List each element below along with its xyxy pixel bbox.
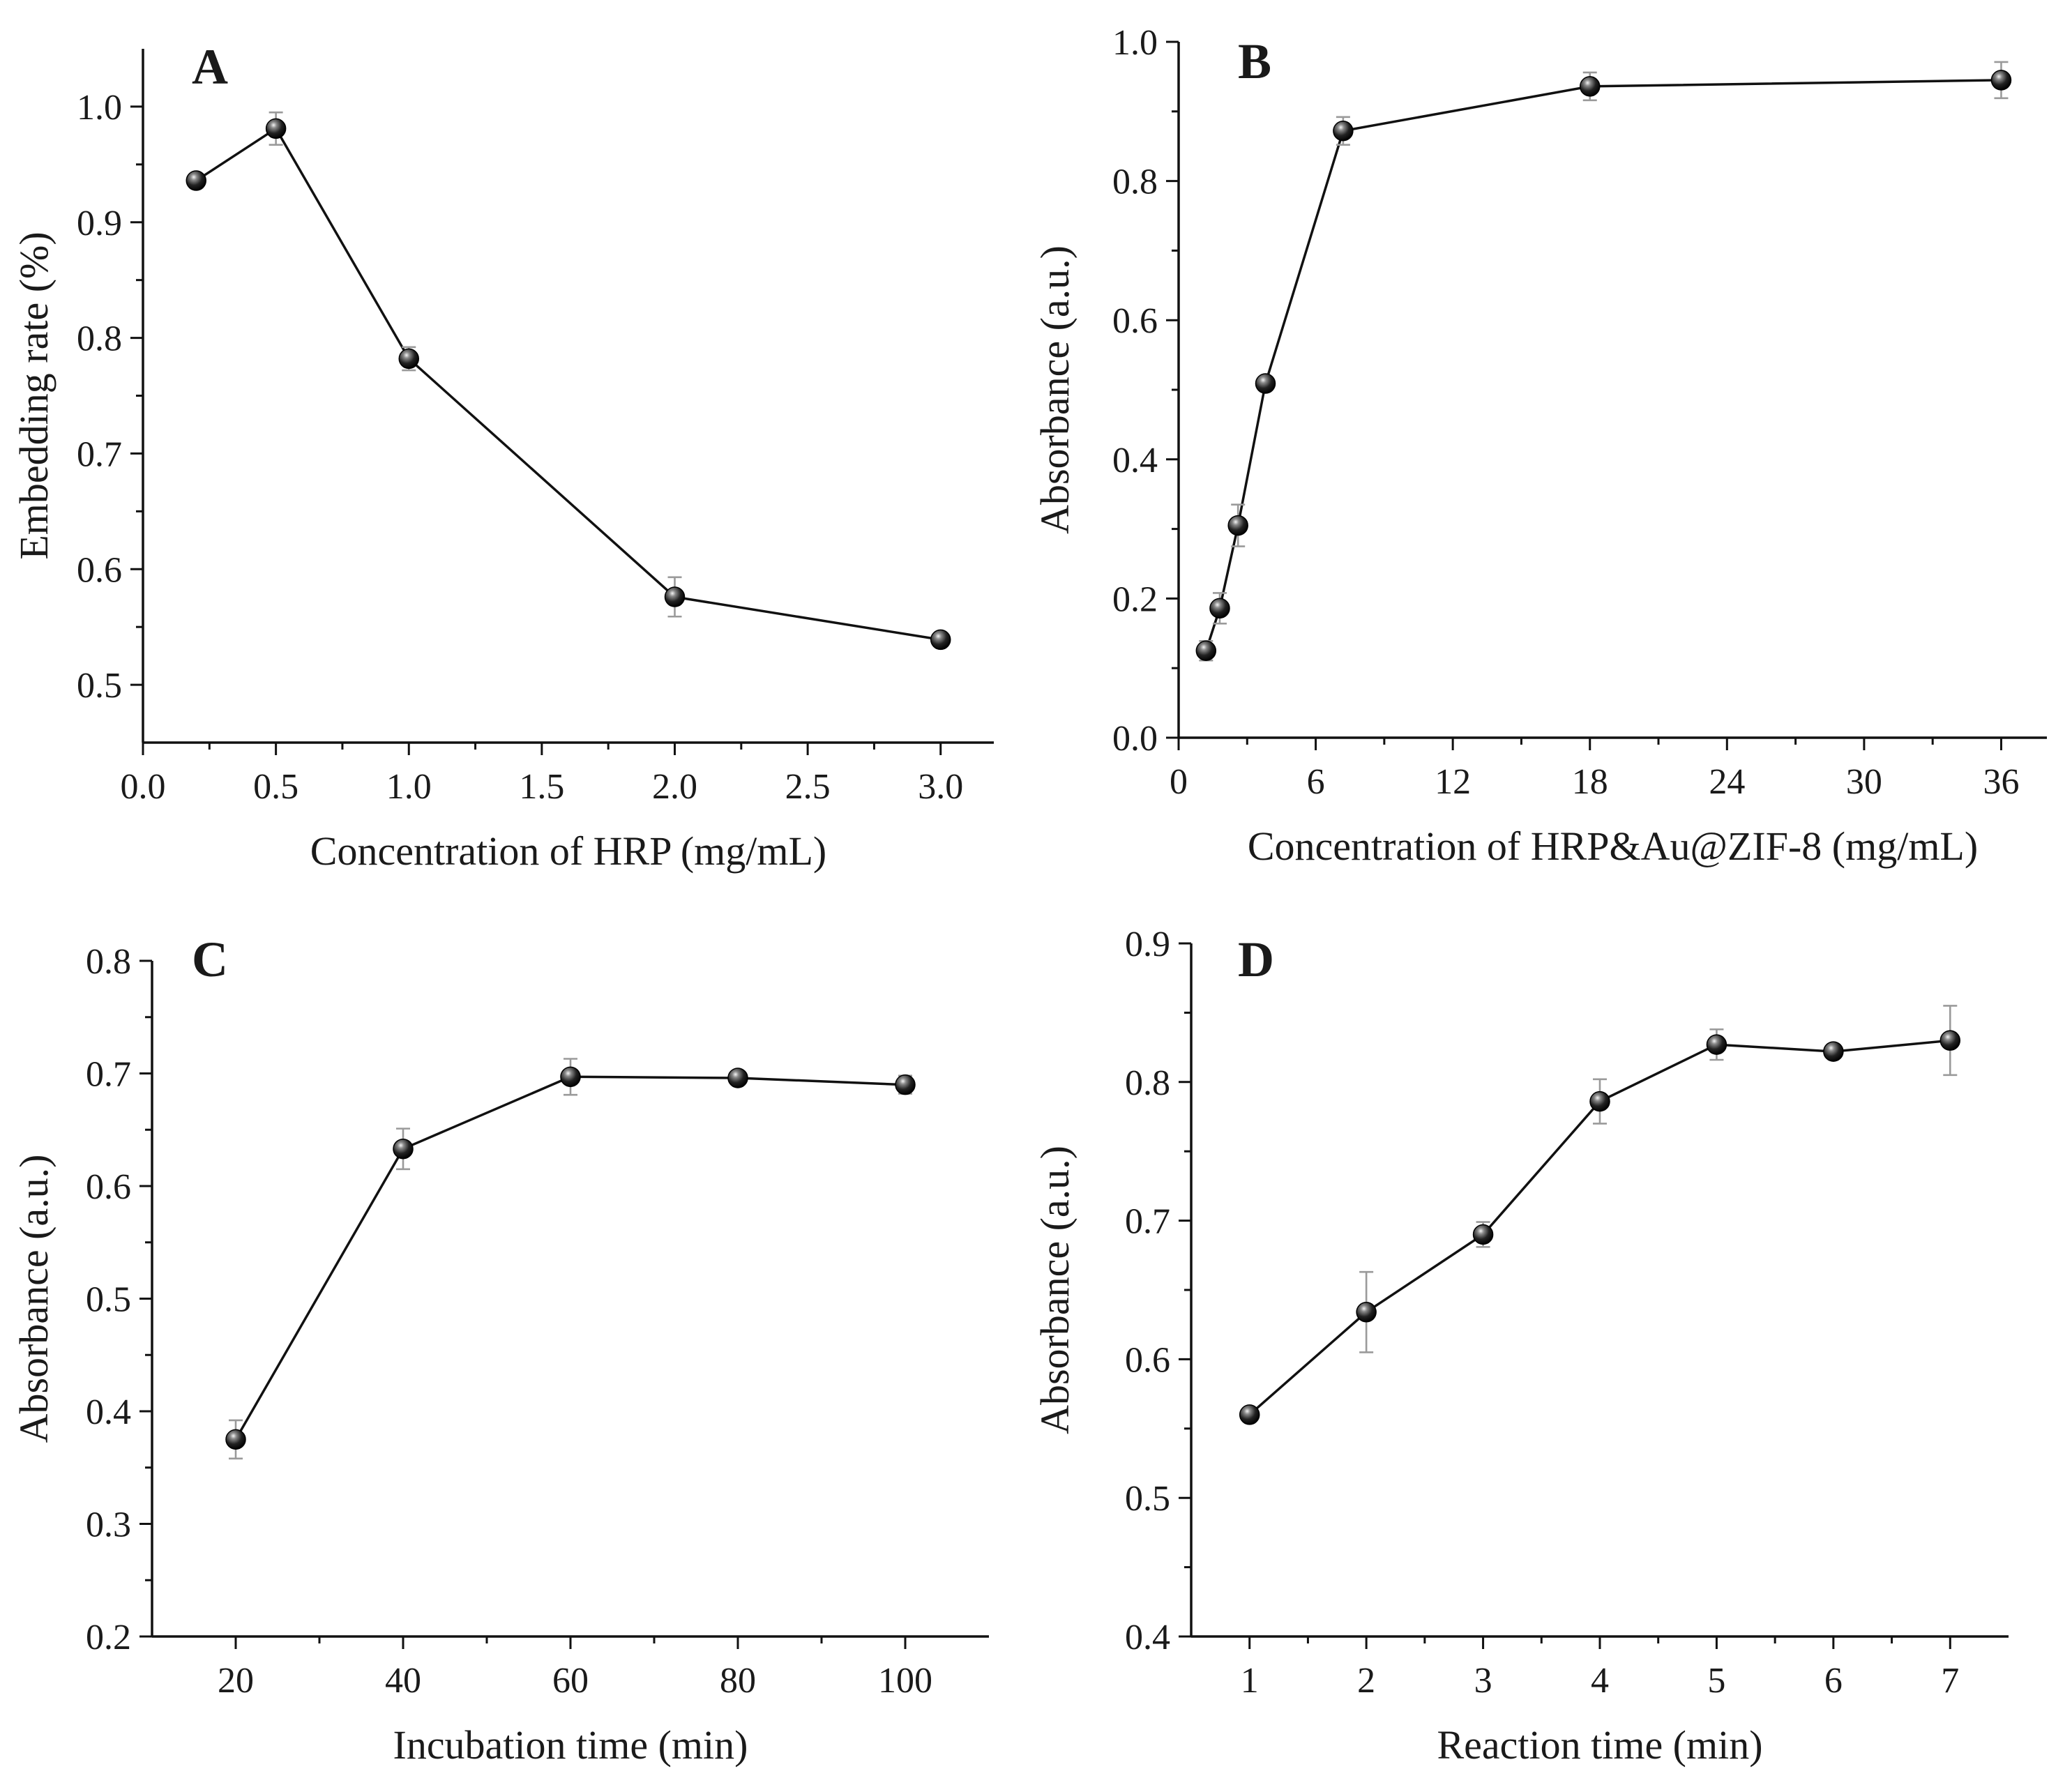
y-axis-title-a: Embedding rate (%) xyxy=(11,231,56,559)
x-axis-title-d: Reaction time (min) xyxy=(1437,1722,1762,1768)
data-point-c xyxy=(393,1138,414,1160)
y-tick-label-c: 0.8 xyxy=(86,942,131,982)
data-point-b xyxy=(1227,515,1248,536)
y-tick-label-a: 0.8 xyxy=(77,319,122,359)
x-tick-label-d: 6 xyxy=(1824,1661,1843,1701)
y-tick-label-c: 0.3 xyxy=(86,1505,131,1545)
y-tick-label-c: 0.6 xyxy=(86,1167,131,1207)
x-tick-label-a: 0.0 xyxy=(121,767,166,807)
x-tick-label-b: 0 xyxy=(1170,762,1188,802)
x-tick-label-b: 36 xyxy=(1983,762,2019,802)
x-tick-label-b: 12 xyxy=(1435,762,1471,802)
y-tick-label-d: 0.4 xyxy=(1125,1618,1170,1657)
data-point-a xyxy=(398,348,419,370)
x-tick-label-b: 18 xyxy=(1572,762,1608,802)
y-tick-label-a: 0.6 xyxy=(77,550,122,590)
y-tick-label-b: 0.2 xyxy=(1112,579,1158,619)
x-tick-label-c: 40 xyxy=(385,1661,421,1701)
x-tick-label-d: 1 xyxy=(1241,1661,1259,1701)
x-axis-title-c: Incubation time (min) xyxy=(393,1722,748,1768)
x-tick-label-c: 80 xyxy=(720,1661,756,1701)
x-tick-label-d: 2 xyxy=(1357,1661,1375,1701)
y-tick-label-c: 0.2 xyxy=(86,1618,131,1657)
x-tick-label-a: 1.5 xyxy=(519,767,564,807)
data-point-a xyxy=(930,629,951,651)
x-tick-label-b: 24 xyxy=(1709,762,1745,802)
panel-letter-d: D xyxy=(1238,932,1274,987)
y-tick-label-d: 0.8 xyxy=(1125,1063,1170,1103)
x-tick-label-c: 20 xyxy=(218,1661,254,1701)
data-point-d xyxy=(1472,1224,1494,1245)
data-point-d xyxy=(1239,1404,1260,1425)
y-tick-label-b: 0.0 xyxy=(1112,719,1158,759)
x-axis-title-b: Concentration of HRP&Au@ZIF-8 (mg/mL) xyxy=(1248,823,1978,869)
data-point-c xyxy=(727,1068,748,1088)
data-point-d xyxy=(1706,1034,1727,1055)
panel-b: 0 6 12 18 24 30 36 0.0 0.2 0.4 0.6 0.8 1.0 Concentrat… xyxy=(1032,23,2047,869)
y-tick-label-a: 1.0 xyxy=(77,88,122,128)
x-tick-label-d: 5 xyxy=(1707,1661,1725,1701)
series-line-b xyxy=(1204,79,2002,651)
x-tick-label-a: 1.0 xyxy=(386,767,432,807)
y-tick-label-d: 0.5 xyxy=(1125,1479,1170,1519)
data-point-b xyxy=(1255,373,1276,394)
y-tick-label-c: 0.4 xyxy=(86,1392,131,1432)
data-point-d xyxy=(1356,1302,1377,1323)
data-point-b xyxy=(1195,640,1217,661)
y-tick-label-c: 0.7 xyxy=(86,1055,131,1095)
data-point-d xyxy=(1939,1030,1961,1051)
x-tick-label-b: 6 xyxy=(1307,762,1325,802)
x-tick-label-b: 30 xyxy=(1846,762,1882,802)
series-line-a xyxy=(195,126,942,641)
y-tick-label-b: 0.4 xyxy=(1112,441,1158,480)
y-tick-label-a: 0.5 xyxy=(77,666,122,706)
x-tick-label-d: 7 xyxy=(1941,1661,1959,1701)
panel-c: 20 40 60 80 100 0.2 0.3 0.4 0.5 0.6 0.7 0.8 Incubati… xyxy=(11,932,989,1768)
x-tick-label-c: 60 xyxy=(552,1661,589,1701)
y-axis-title-b: Absorbance (a.u.) xyxy=(1032,245,1077,534)
data-point-b xyxy=(1579,76,1601,97)
y-tick-label-c: 0.5 xyxy=(86,1280,131,1320)
series-line-c xyxy=(234,1075,906,1441)
data-point-c xyxy=(225,1429,246,1450)
y-tick-label-d: 0.6 xyxy=(1125,1340,1170,1380)
y-axis-title-d: Absorbance (a.u.) xyxy=(1032,1146,1077,1434)
panel-letter-b: B xyxy=(1238,33,1271,89)
data-point-b xyxy=(1333,120,1354,142)
data-point-d xyxy=(1589,1091,1610,1112)
data-point-d xyxy=(1823,1041,1844,1062)
data-point-a xyxy=(186,170,206,191)
data-point-a xyxy=(664,586,686,607)
panel-letter-c: C xyxy=(192,932,228,987)
y-tick-label-b: 0.6 xyxy=(1112,301,1158,341)
x-tick-label-a: 2.0 xyxy=(652,767,697,807)
x-tick-label-a: 0.5 xyxy=(253,767,298,807)
panel-letter-a: A xyxy=(192,39,228,95)
x-axis-title-a: Concentration of HRP (mg/mL) xyxy=(310,828,826,874)
data-point-b xyxy=(1990,70,2012,91)
x-tick-label-d: 4 xyxy=(1591,1661,1609,1701)
y-tick-label-b: 0.8 xyxy=(1112,162,1158,202)
panel-d: 1 2 3 4 5 6 7 0.4 0.5 0.6 0.7 0.8 0.9 Reaction time (… xyxy=(1032,925,2009,1768)
x-tick-label-a: 2.5 xyxy=(785,767,831,807)
data-point-c xyxy=(560,1066,581,1088)
y-tick-label-b: 1.0 xyxy=(1112,23,1158,63)
data-point-c xyxy=(895,1074,916,1095)
y-axis-title-c: Absorbance (a.u.) xyxy=(11,1155,56,1443)
data-point-b xyxy=(1209,598,1230,619)
y-tick-label-d: 0.7 xyxy=(1125,1202,1170,1242)
data-point-a xyxy=(265,118,287,139)
y-tick-label-d: 0.9 xyxy=(1125,925,1170,964)
panel-a: 0.0 0.5 1.0 1.5 2.0 2.5 3.0 0.5 0.6 0.7 0.8 0.9 1.0 C… xyxy=(11,39,994,874)
y-tick-label-a: 0.7 xyxy=(77,434,122,474)
x-tick-label-d: 3 xyxy=(1474,1661,1492,1701)
x-tick-label-c: 100 xyxy=(878,1661,932,1701)
y-tick-label-a: 0.9 xyxy=(77,204,122,243)
x-tick-label-a: 3.0 xyxy=(918,767,963,807)
